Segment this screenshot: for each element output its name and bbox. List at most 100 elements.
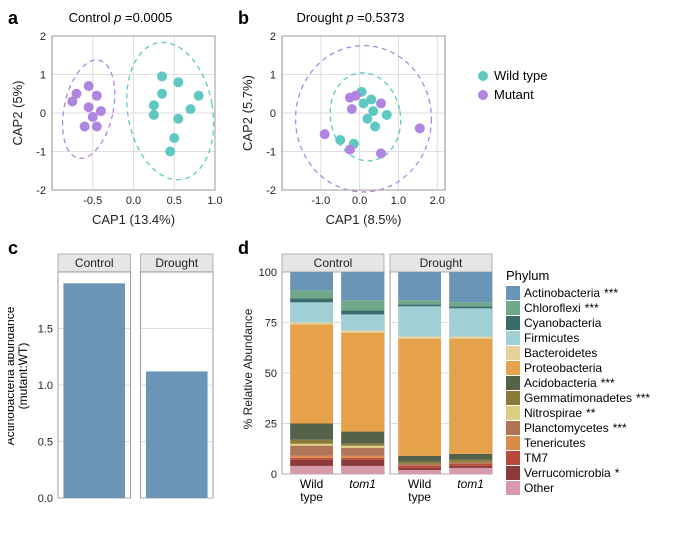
- svg-text:CAP2 (5%): CAP2 (5%): [10, 80, 25, 145]
- svg-text:1.0: 1.0: [391, 195, 406, 207]
- stacked-bar-d: % Relative AbundanceControl0255075100Wil…: [238, 238, 498, 518]
- panel-a: a Control p =0.0005-0.50.00.51.0-2-1012C…: [8, 8, 238, 238]
- svg-text:Actinobacteria abundance(mutan: Actinobacteria abundance(mutant:WT): [8, 306, 30, 445]
- svg-text:1.0: 1.0: [38, 380, 53, 392]
- panel-d: d % Relative AbundanceControl0255075100W…: [238, 238, 685, 528]
- phylum-swatch: [506, 451, 520, 465]
- phylum-name: TM7: [524, 451, 548, 465]
- svg-text:-2: -2: [36, 185, 46, 197]
- phylum-row: Acidobacteria ***: [506, 375, 650, 390]
- phylum-name: Bacteroidetes: [524, 346, 597, 360]
- phylum-swatch: [506, 301, 520, 315]
- phylum-legend: Phylum Actinobacteria ***Chloroflexi ***…: [498, 238, 650, 518]
- phylum-name: Cyanobacteria: [524, 316, 601, 330]
- svg-text:1.5: 1.5: [38, 324, 53, 336]
- phylum-row: Bacteroidetes: [506, 345, 650, 360]
- svg-text:75: 75: [265, 318, 277, 330]
- phylum-swatch: [506, 346, 520, 360]
- svg-text:CAP1 (8.5%): CAP1 (8.5%): [326, 212, 402, 227]
- phylum-swatch: [506, 406, 520, 420]
- svg-text:100: 100: [259, 267, 277, 279]
- svg-text:2: 2: [40, 31, 46, 43]
- phylum-sig: **: [586, 406, 595, 420]
- phylum-swatch: [506, 466, 520, 480]
- phylum-sig: ***: [636, 391, 650, 405]
- phylum-row: Firmicutes: [506, 330, 650, 345]
- phylum-sig: *: [615, 466, 620, 480]
- phylum-row: Other: [506, 480, 650, 495]
- panel-b-label: b: [238, 8, 249, 29]
- svg-text:Wildtype: Wildtype: [408, 477, 431, 504]
- phylum-swatch: [506, 376, 520, 390]
- phylum-name: Firmicutes: [524, 331, 579, 345]
- svg-text:1.0: 1.0: [207, 195, 222, 207]
- svg-text:0.0: 0.0: [126, 195, 141, 207]
- phylum-swatch: [506, 481, 520, 495]
- phylum-row: Proteobacteria: [506, 360, 650, 375]
- svg-text:2: 2: [270, 31, 276, 43]
- phylum-swatch: [506, 361, 520, 375]
- figure-grid: a Control p =0.0005-0.50.00.51.0-2-1012C…: [8, 8, 677, 528]
- phylum-row: TM7: [506, 450, 650, 465]
- legend-mut-swatch: [478, 90, 488, 100]
- phylum-row: Verrucomicrobia *: [506, 465, 650, 480]
- panel-b: b Drought p =0.5373-1.00.01.02.0-2-1012C…: [238, 8, 468, 238]
- svg-text:1: 1: [40, 70, 46, 82]
- phylum-name: Planctomycetes: [524, 421, 609, 435]
- svg-text:CAP2 (5.7%): CAP2 (5.7%): [240, 75, 255, 151]
- phylum-name: Acidobacteria: [524, 376, 597, 390]
- svg-text:Control: Control: [314, 256, 353, 270]
- svg-text:-1: -1: [266, 147, 276, 159]
- legend-wt-swatch: [478, 71, 488, 81]
- phylum-sig: ***: [585, 301, 599, 315]
- svg-text:tom1: tom1: [349, 477, 376, 491]
- bar-c: Actinobacteria abundance(mutant:WT) Contr…: [8, 238, 223, 518]
- legend-mut-label: Mutant: [494, 87, 534, 102]
- svg-text:Control: Control: [75, 256, 114, 270]
- phylum-swatch: [506, 331, 520, 345]
- svg-text:0: 0: [271, 469, 277, 481]
- svg-text:Wildtype: Wildtype: [300, 477, 323, 504]
- svg-text:0: 0: [40, 108, 46, 120]
- phylum-row: Actinobacteria ***: [506, 285, 650, 300]
- svg-text:0.0: 0.0: [352, 195, 367, 207]
- svg-text:0: 0: [270, 108, 276, 120]
- svg-text:0.5: 0.5: [38, 437, 53, 449]
- panel-d-label: d: [238, 238, 249, 259]
- panel-c: c Actinobacteria abundance(mutant:WT) Con…: [8, 238, 238, 528]
- svg-text:2.0: 2.0: [430, 195, 445, 207]
- phylum-row: Nitrospirae **: [506, 405, 650, 420]
- scatter-a: Control p =0.0005-0.50.00.51.0-2-1012CAP…: [8, 8, 223, 228]
- phylum-swatch: [506, 436, 520, 450]
- phylum-name: Tenericutes: [524, 436, 585, 450]
- svg-text:-1.0: -1.0: [311, 195, 330, 207]
- legend-mut: Mutant: [478, 87, 685, 102]
- svg-text:25: 25: [265, 419, 277, 431]
- phylum-sig: ***: [613, 421, 627, 435]
- phylum-row: Cyanobacteria: [506, 315, 650, 330]
- scatter-b: Drought p =0.5373-1.00.01.02.0-2-1012CAP…: [238, 8, 453, 228]
- panel-a-label: a: [8, 8, 18, 29]
- legend-wt: Wild type: [478, 68, 685, 83]
- phylum-row: Tenericutes: [506, 435, 650, 450]
- phylum-name: Proteobacteria: [524, 361, 602, 375]
- phylum-legend-title: Phylum: [506, 268, 650, 283]
- svg-text:-2: -2: [266, 185, 276, 197]
- svg-text:CAP1 (13.4%): CAP1 (13.4%): [92, 212, 175, 227]
- phylum-sig: ***: [604, 286, 618, 300]
- phylum-sig: ***: [601, 376, 615, 390]
- phylum-swatch: [506, 421, 520, 435]
- phylum-name: Chloroflexi: [524, 301, 581, 315]
- svg-text:0.0: 0.0: [38, 493, 53, 505]
- phylum-name: Verrucomicrobia: [524, 466, 611, 480]
- phylum-name: Other: [524, 481, 554, 495]
- phylum-row: Planctomycetes ***: [506, 420, 650, 435]
- panel-c-label: c: [8, 238, 18, 259]
- phylum-row: Chloroflexi ***: [506, 300, 650, 315]
- phylum-swatch: [506, 391, 520, 405]
- phylum-name: Nitrospirae: [524, 406, 582, 420]
- svg-text:Control p =0.0005: Control p =0.0005: [69, 10, 173, 25]
- svg-text:Drought: Drought: [155, 256, 198, 270]
- scatter-legend: Wild type Mutant: [468, 8, 685, 238]
- svg-text:tom1: tom1: [457, 477, 484, 491]
